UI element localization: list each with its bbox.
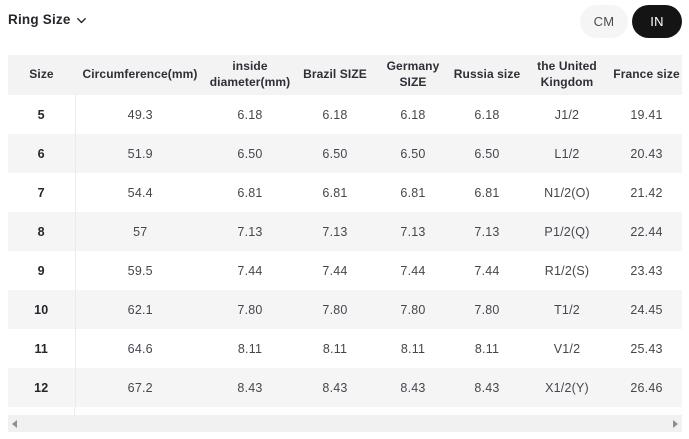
unit-cm-button[interactable]: CM (580, 5, 628, 38)
value-cell: T1/2 (554, 302, 580, 317)
value-cell: 6.18 (322, 107, 348, 122)
value-cell: 6.18 (237, 107, 263, 122)
value-cell: 6.18 (474, 107, 500, 122)
table-row: 10 62.1 7.80 7.80 7.80 7.80 T1/2 24.45 (8, 290, 682, 329)
value-cell: 7.13 (322, 224, 348, 239)
column-header: France size (611, 55, 682, 95)
value-cell: 24.45 (630, 302, 663, 317)
value-cell: 6.81 (474, 185, 500, 200)
value-cell: 6.50 (237, 146, 263, 161)
column-header: the United Kingdom (523, 55, 611, 95)
ring-size-label: Ring Size (8, 12, 71, 27)
value-cell: 7.13 (474, 224, 500, 239)
column-header: inside diameter(mm) (205, 55, 295, 95)
value-cell: X1/2(Y) (545, 380, 589, 395)
value-cell: N1/2(O) (544, 185, 590, 200)
value-cell: 7.44 (237, 263, 263, 278)
value-cell: L1/2 (554, 146, 580, 161)
value-cell: 7.44 (474, 263, 500, 278)
value-cell: 6.81 (400, 185, 426, 200)
column-header: Brazil SIZE (295, 55, 375, 95)
conversion-table: Size Circumference(mm) inside diameter(mm)… (8, 55, 682, 407)
size-cell: 9 (8, 251, 76, 290)
value-cell: 8.11 (474, 341, 500, 356)
table-row: 6 51.9 6.50 6.50 6.50 6.50 L1/2 20.43 (8, 134, 682, 173)
unit-in-button[interactable]: IN (632, 5, 682, 38)
column-header: Germany SIZE (375, 55, 451, 95)
value-cell: 8.11 (322, 341, 348, 356)
scroll-left-arrow-icon[interactable] (12, 419, 17, 428)
value-cell: 7.13 (237, 224, 263, 239)
size-cell: 6 (8, 134, 76, 173)
topbar: Ring Size CM IN (0, 0, 689, 55)
value-cell: 67.2 (127, 380, 153, 395)
value-cell: 7.80 (237, 302, 263, 317)
value-cell: 6.81 (322, 185, 348, 200)
ring-size-dropdown[interactable]: Ring Size (8, 12, 87, 27)
value-cell: 6.50 (474, 146, 500, 161)
value-cell: 7.80 (474, 302, 500, 317)
table-row: 11 64.6 8.11 8.11 8.11 8.11 V1/2 25.43 (8, 329, 682, 368)
column-header: Size (8, 55, 75, 95)
value-cell: 8.11 (400, 341, 426, 356)
size-cell: 8 (8, 212, 76, 251)
table-row: 8 57 7.13 7.13 7.13 7.13 P1/2(Q) 22.44 (8, 212, 682, 251)
value-cell: 22.44 (630, 224, 663, 239)
table-row: 5 49.3 6.18 6.18 6.18 6.18 J1/2 19.41 (8, 95, 682, 134)
value-cell: 21.42 (630, 185, 663, 200)
value-cell: 54.4 (127, 185, 153, 200)
chevron-down-icon (76, 17, 86, 24)
value-cell: V1/2 (553, 341, 581, 356)
unit-toggle: CM IN (580, 5, 682, 38)
value-cell: 7.13 (400, 224, 426, 239)
value-cell: 20.43 (630, 146, 663, 161)
horizontal-scrollbar[interactable] (8, 415, 682, 432)
value-cell: 6.18 (400, 107, 426, 122)
scroll-right-arrow-icon[interactable] (673, 419, 678, 428)
size-conversion-table: Size Circumference(mm) inside diameter(mm)… (8, 55, 682, 432)
value-cell: 6.81 (237, 185, 263, 200)
size-cell: 5 (8, 95, 76, 134)
column-header: Circumference(mm) (75, 55, 205, 95)
value-cell: 25.43 (630, 341, 663, 356)
table-row: 9 59.5 7.44 7.44 7.44 7.44 R1/2(S) 23.43 (8, 251, 682, 290)
value-cell: 6.50 (322, 146, 348, 161)
value-cell: 51.9 (127, 146, 153, 161)
value-cell: 23.43 (630, 263, 663, 278)
table-row: 7 54.4 6.81 6.81 6.81 6.81 N1/2(O) 21.42 (8, 173, 682, 212)
value-cell: 57 (133, 224, 148, 239)
size-cell: 12 (8, 368, 76, 407)
table-header-row: Size Circumference(mm) inside diameter(mm)… (8, 55, 682, 95)
value-cell: 64.6 (127, 341, 153, 356)
value-cell: R1/2(S) (544, 263, 590, 278)
value-cell: 59.5 (127, 263, 153, 278)
size-cell: 7 (8, 173, 76, 212)
value-cell: J1/2 (554, 107, 580, 122)
value-cell: 62.1 (127, 302, 153, 317)
value-cell: P1/2(Q) (544, 224, 590, 239)
value-cell: 7.44 (400, 263, 426, 278)
partial-next-row (8, 407, 682, 415)
size-cell: 11 (8, 329, 76, 368)
value-cell: 7.80 (322, 302, 348, 317)
value-cell: 7.80 (400, 302, 426, 317)
value-cell: 8.43 (400, 380, 426, 395)
value-cell: 26.46 (630, 380, 663, 395)
column-header: Russia size (451, 55, 523, 95)
value-cell: 6.50 (400, 146, 426, 161)
value-cell: 8.43 (237, 380, 263, 395)
value-cell: 8.43 (474, 380, 500, 395)
table-row: 12 67.2 8.43 8.43 8.43 8.43 X1/2(Y) 26.46 (8, 368, 682, 407)
value-cell: 19.41 (630, 107, 663, 122)
value-cell: 8.43 (322, 380, 348, 395)
value-cell: 8.11 (237, 341, 263, 356)
value-cell: 49.3 (127, 107, 153, 122)
size-cell: 10 (8, 290, 76, 329)
value-cell: 7.44 (322, 263, 348, 278)
